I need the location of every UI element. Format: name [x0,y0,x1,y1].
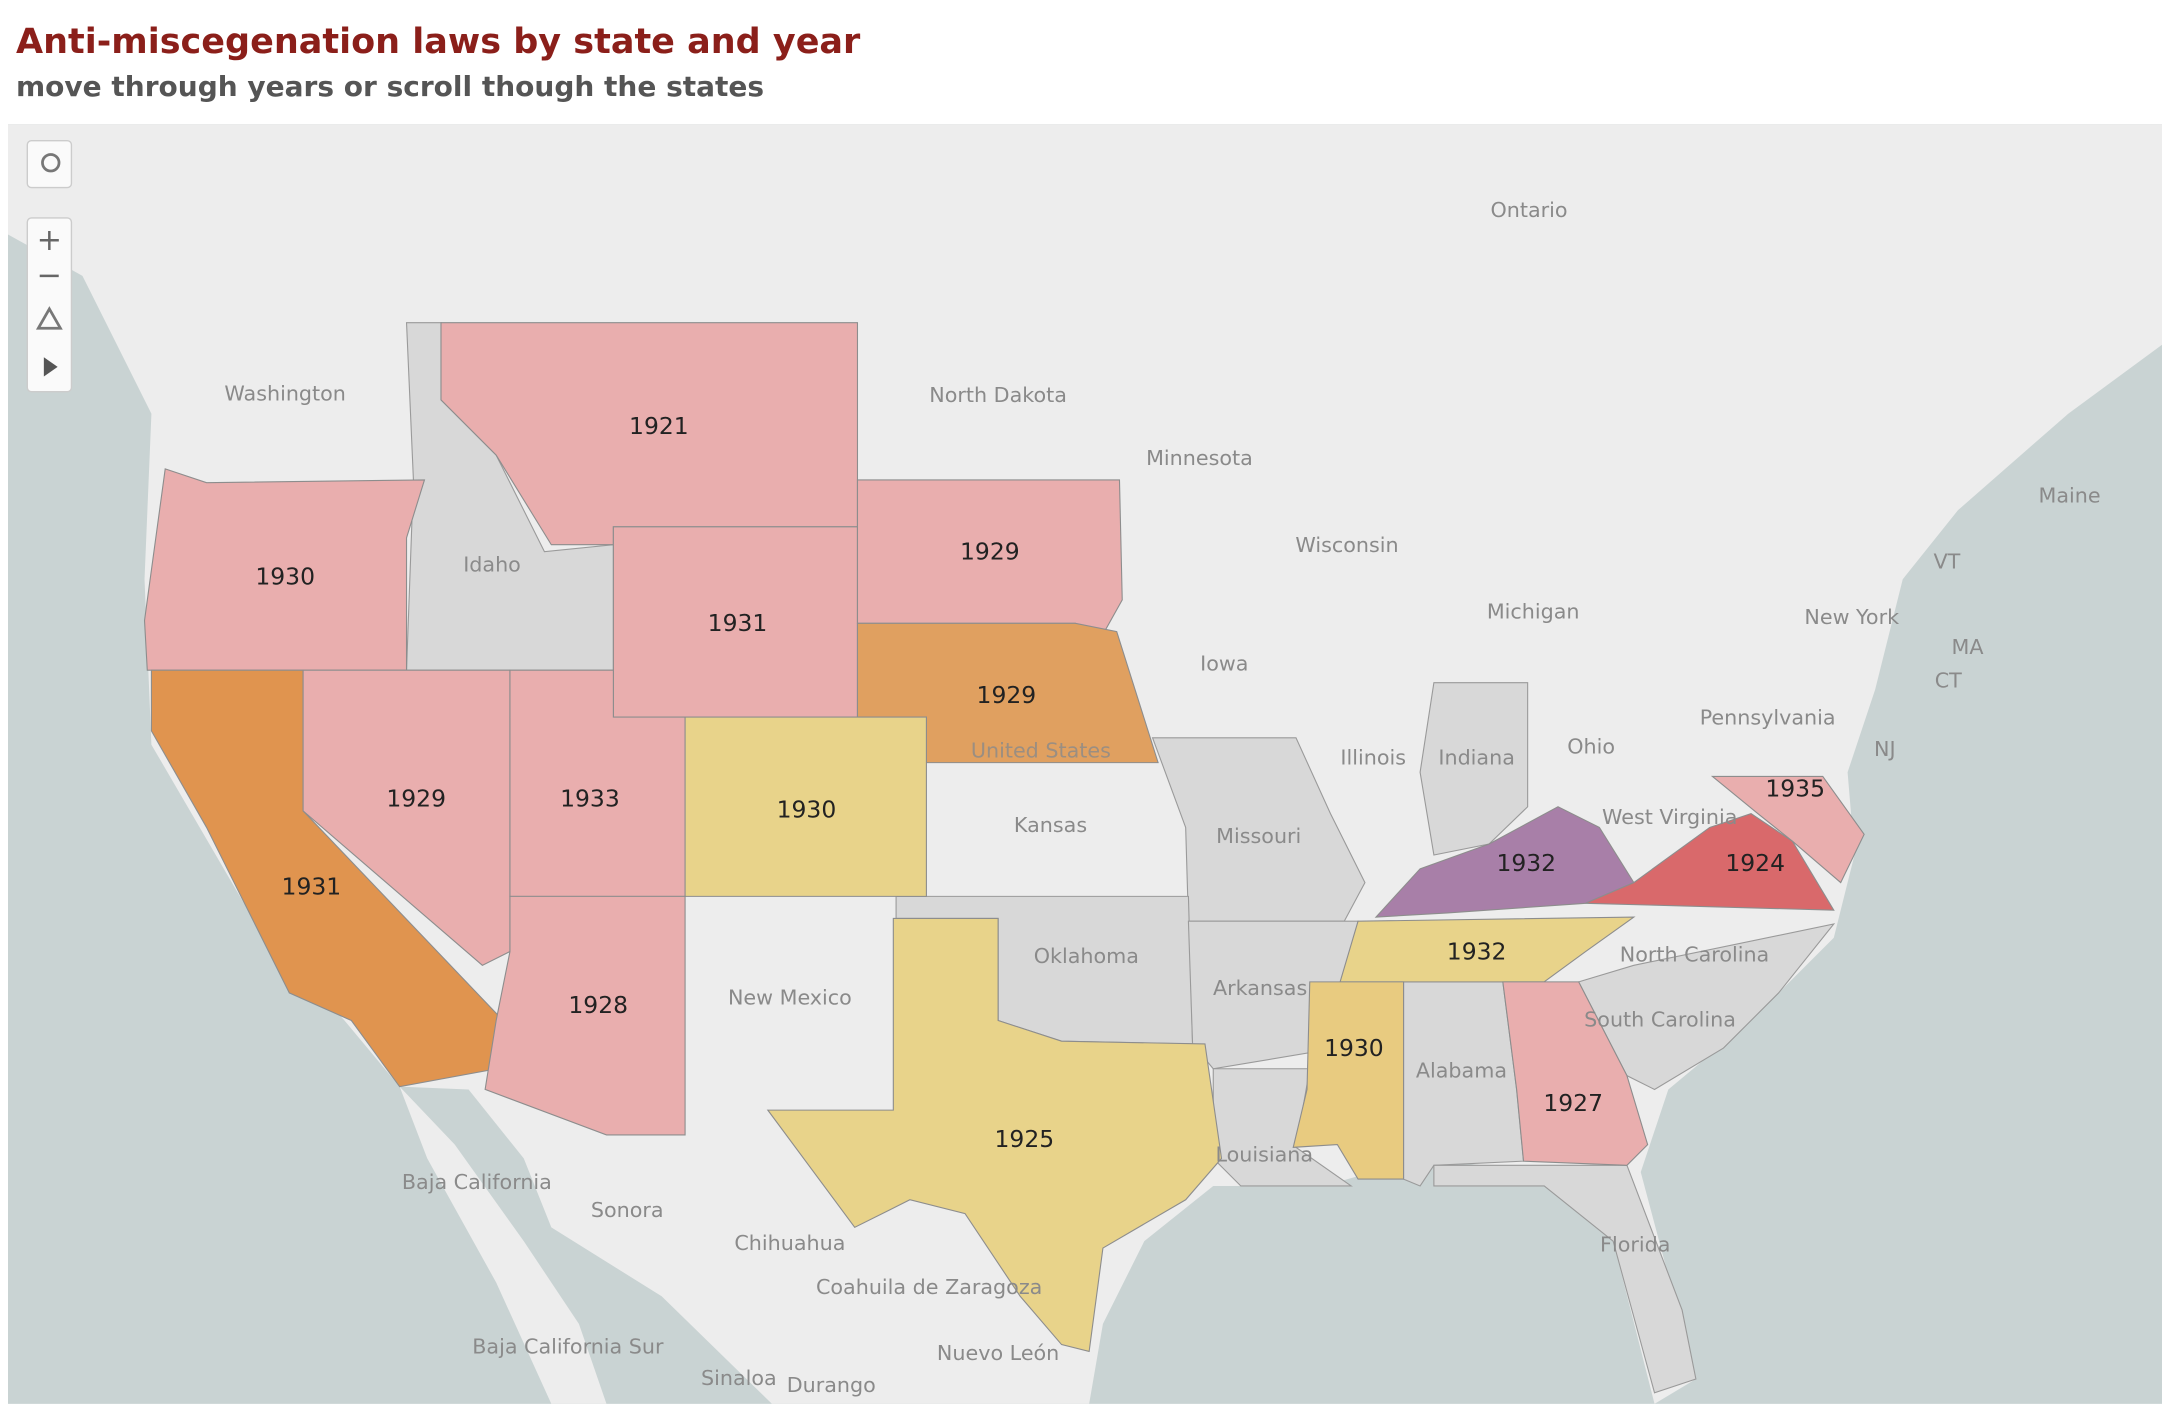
place-label: Baja California [402,1170,552,1194]
place-label: Missouri [1216,824,1301,848]
state [143,468,426,671]
place-label: Minnesota [1146,446,1253,470]
state [1577,923,1836,1091]
place-label: Illinois [1340,745,1406,769]
place-label: Indiana [1438,745,1515,769]
place-label: Nuevo León [937,1341,1059,1365]
map: 1921 1930 1931 1929 1929 1931 1929 1933 1930 1928… [8,124,2162,1404]
place-label: New York [1804,605,1899,629]
state [1585,813,1835,911]
place-label: Baja California Sur [472,1334,664,1358]
place-label: Iowa [1200,652,1248,676]
place-label: Louisiana [1215,1143,1313,1167]
state-year: 1930 [255,562,315,590]
place-label: Michigan [1487,599,1580,623]
state-year: 1929 [977,681,1037,709]
state-year: 1927 [1543,1089,1603,1117]
state [1433,1164,1697,1394]
place-label: MA [1952,635,1984,659]
place-label: South Carolina [1584,1007,1736,1031]
state-year: 1933 [560,784,620,812]
place-label: Durango [787,1373,876,1397]
state-year: 1931 [282,873,342,901]
place-label: Kansas [1014,813,1087,837]
title: Anti-miscegenation laws by state and yea… [16,22,861,62]
state-year: 1930 [777,795,837,823]
place-label: Idaho [463,552,521,576]
place-label: Arkansas [1213,976,1307,1000]
state-year: 1929 [386,784,446,812]
state-layer: 1921 1930 1931 1929 1929 1931 1929 1933 1930 1928… [143,322,1865,1353]
state [1151,737,1366,922]
state-year: 1931 [708,609,768,637]
state-year: 1930 [1324,1034,1384,1062]
state [1710,775,1865,884]
state [1502,981,1649,1166]
place-label: Washington [224,381,345,405]
state [766,917,1223,1353]
place-label: Wisconsin [1295,533,1398,557]
zoom-panel [26,217,73,393]
state-year: 1932 [1496,849,1556,877]
state-year: 1924 [1725,849,1785,877]
state [1292,981,1405,1180]
map-controls: + − [26,140,73,393]
place-label: Florida [1600,1232,1670,1256]
place-label: Coahuila de Zaragoza [816,1275,1042,1299]
place-label: Sonora [591,1198,664,1222]
zoom-out[interactable]: − [37,259,62,294]
subtitle: move through years or scroll though the … [16,70,765,103]
place-label: NJ [1874,737,1896,761]
zoom-in[interactable]: + [37,223,62,258]
place-label: Ontario [1491,198,1568,222]
state-year: 1928 [568,991,628,1019]
state-year: 1932 [1447,937,1507,965]
land-mexico-baja [399,1086,607,1404]
search-button[interactable] [26,140,73,189]
place-label: Alabama [1416,1059,1507,1083]
search-icon [41,153,61,173]
place-label: West Virginia [1602,805,1737,829]
place-label: Oklahoma [1034,944,1139,968]
state [1339,916,1636,983]
state [684,716,927,897]
label-layer: Washington Idaho North Dakota Minnesota Wisc… [224,198,2100,1397]
place-label: North Carolina [1620,943,1769,967]
place-label: New Mexico [728,985,852,1009]
state [1402,981,1525,1187]
place-label: VT [1933,550,1960,574]
play-button[interactable] [43,357,58,377]
state-year: 1929 [960,538,1020,566]
home-button[interactable] [35,306,63,330]
state-year: 1925 [994,1125,1054,1153]
place-label: Sinaloa [701,1366,777,1390]
state-year: 1921 [629,412,689,440]
place-label: United States [971,739,1111,763]
state [484,895,686,1136]
place-label: North Dakota [929,383,1067,407]
place-label: Maine [2039,483,2101,507]
place-label: Pennsylvania [1700,705,1836,729]
place-label: Ohio [1567,734,1615,758]
state-year: 1935 [1765,775,1825,803]
state [1374,806,1635,918]
place-label: Chihuahua [734,1231,845,1255]
state [302,669,511,966]
place-label: CT [1935,668,1962,692]
